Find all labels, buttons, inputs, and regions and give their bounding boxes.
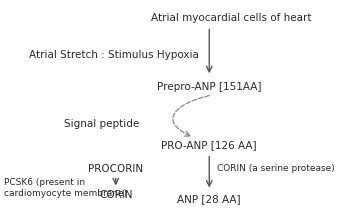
Text: ANP [28 AA]: ANP [28 AA] xyxy=(178,194,241,204)
Text: Atrial myocardial cells of heart: Atrial myocardial cells of heart xyxy=(151,13,311,23)
Text: PROCORIN: PROCORIN xyxy=(88,164,143,174)
Text: Atrial Stretch : Stimulus Hypoxia: Atrial Stretch : Stimulus Hypoxia xyxy=(30,50,199,60)
Text: PCSK6 (present in
cardiomyocyte membrane): PCSK6 (present in cardiomyocyte membrane… xyxy=(4,178,127,198)
Text: Signal peptide: Signal peptide xyxy=(64,119,139,129)
FancyArrowPatch shape xyxy=(173,95,209,136)
Text: CORIN (a serine protease): CORIN (a serine protease) xyxy=(217,164,335,173)
Text: Prepro-ANP [151AA]: Prepro-ANP [151AA] xyxy=(157,82,261,92)
Text: PRO-ANP [126 AA]: PRO-ANP [126 AA] xyxy=(161,140,257,150)
Text: CORIN: CORIN xyxy=(99,190,132,200)
